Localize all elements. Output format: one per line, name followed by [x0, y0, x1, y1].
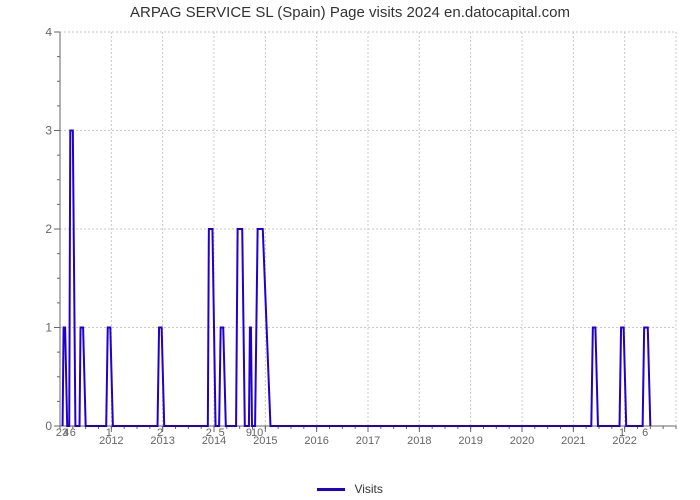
legend-swatch: [317, 488, 345, 491]
svg-text:1: 1: [106, 427, 112, 439]
svg-text:2021: 2021: [561, 435, 585, 447]
svg-text:4: 4: [45, 28, 52, 39]
svg-text:1: 1: [45, 321, 52, 335]
svg-text:2018: 2018: [407, 435, 431, 447]
svg-text:2020: 2020: [510, 435, 534, 447]
svg-text:0: 0: [257, 427, 263, 439]
svg-text:5: 5: [219, 427, 225, 439]
svg-text:2: 2: [157, 427, 163, 439]
svg-text:0: 0: [45, 419, 52, 433]
svg-text:6: 6: [70, 427, 76, 439]
svg-text:2017: 2017: [356, 435, 380, 447]
legend: Visits: [0, 481, 700, 496]
svg-text:2016: 2016: [304, 435, 328, 447]
svg-text:4: 4: [63, 427, 69, 439]
svg-text:2019: 2019: [458, 435, 482, 447]
chart-plot: 0123420122013201420152016201720182019202…: [40, 28, 680, 448]
legend-label: Visits: [354, 482, 382, 496]
svg-text:2: 2: [206, 427, 212, 439]
svg-text:3: 3: [45, 124, 52, 138]
svg-text:1: 1: [619, 427, 625, 439]
svg-text:2: 2: [45, 222, 52, 236]
chart-title: ARPAG SERVICE SL (Spain) Page visits 202…: [0, 4, 700, 21]
chart-container: ARPAG SERVICE SL (Spain) Page visits 202…: [0, 0, 700, 500]
svg-text:6: 6: [642, 427, 648, 439]
